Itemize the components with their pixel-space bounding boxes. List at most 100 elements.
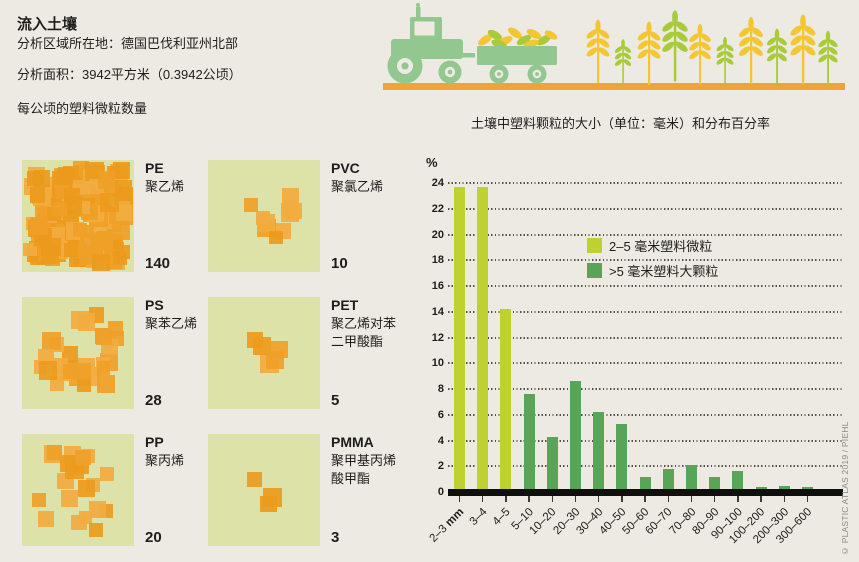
plastic-particle-square: [89, 500, 107, 518]
plastic-particle-square: [63, 363, 80, 380]
polymer-name: 聚丙烯: [145, 452, 185, 468]
gridline: [448, 285, 843, 287]
plastic-particle-square: [37, 511, 54, 528]
plastic-particle-square: [75, 449, 91, 466]
plastic-particle-square: [37, 348, 54, 366]
bar-5–10: [523, 394, 535, 489]
x-tick-mark: [644, 496, 646, 502]
polymer-count: 140: [145, 255, 171, 272]
y-tick-label: 0: [437, 486, 444, 498]
plastic-particle-square: [78, 247, 97, 265]
legend-item-macroplastics: >5 毫米塑料大颗粒: [587, 261, 718, 280]
bar-300–600: [802, 487, 813, 489]
source-credit: © PLASTIC ATLAS 2019 / PIEHL: [840, 421, 850, 556]
plastic-particle-square: [63, 196, 82, 215]
x-tick-mark: [760, 496, 762, 502]
plastic-particle-square: [59, 455, 77, 473]
plastic-particle-square: [64, 242, 79, 257]
bar-4–5: [500, 309, 512, 489]
plastic-particle-square: [108, 320, 124, 336]
bar-40–50: [616, 423, 628, 489]
x-tick-mark: [690, 496, 693, 502]
y-tick-label: 16: [431, 280, 444, 292]
x-tick-label: 4–5: [490, 506, 513, 529]
polymer-abbr: PMMA: [331, 434, 374, 450]
polymer-item-pet: PET 聚乙烯对苯二甲酸酯 5: [208, 297, 424, 434]
plastic-particle-square: [34, 206, 49, 221]
plastic-particle-square: [71, 514, 87, 530]
x-tick-mark: [551, 496, 554, 502]
polymer-item-pmma: PMMA 聚甲基丙烯酸甲酯 3: [208, 434, 424, 562]
plastic-particle-square: [73, 223, 87, 237]
polymer-item-ps: PS 聚苯乙烯 28: [22, 297, 208, 434]
x-tick-mark: [621, 496, 623, 502]
tractor-icon: [387, 3, 475, 84]
y-tick-label: 6: [437, 408, 444, 421]
y-tick-label: 8: [437, 383, 444, 395]
legend-swatch-macroplastics: [587, 263, 602, 278]
analysis-location-line: 分析区域所在地：德国巴伐利亚州北部: [17, 36, 239, 51]
bar-10–20: [546, 436, 558, 489]
polymer-count: 3: [331, 529, 340, 546]
y-tick-label: 14: [431, 305, 444, 318]
polymer-name: 聚氯乙烯: [331, 178, 384, 194]
gridline: [448, 388, 843, 390]
chart-title: 土壤中塑料颗粒的大小（单位：毫米）和分布百分率: [470, 116, 770, 131]
ground-line: [383, 83, 845, 90]
x-tick-label: 2–3 mm: [427, 506, 466, 545]
plastic-particle-square: [97, 374, 116, 393]
bar-30–40: [593, 412, 605, 489]
plastic-particle-square: [284, 202, 302, 220]
harvest-trailer-icon: [477, 27, 558, 84]
gridline: [448, 233, 843, 236]
y-tick-label: 12: [431, 331, 444, 344]
y-tick-label: 18: [431, 254, 444, 267]
x-tick-mark: [505, 496, 507, 502]
gridline: [448, 465, 843, 468]
bar-200–300: [778, 485, 790, 489]
bar-20–30: [570, 381, 581, 489]
polymer-abbr: PVC: [331, 160, 360, 176]
x-axis-line: [448, 489, 843, 496]
page-title: 流入土壤: [17, 16, 78, 33]
x-tick-mark: [597, 496, 600, 502]
x-tick-mark: [806, 496, 809, 502]
particle-density-tile-pvc: [208, 160, 320, 272]
plastic-particle-square: [246, 471, 262, 487]
gridline: [448, 439, 843, 442]
gridline: [448, 259, 843, 262]
polymer-count: 20: [145, 529, 162, 546]
polymer-item-pe: PE 聚乙烯 140: [22, 160, 208, 297]
y-tick-label: 2: [437, 460, 444, 473]
plastic-particle-square: [89, 523, 103, 537]
legend-label-macroplastics: >5 毫米塑料大颗粒: [609, 264, 719, 279]
x-tick-mark: [737, 496, 739, 502]
y-tick-label: 10: [431, 357, 444, 370]
plastic-particle-square: [112, 251, 127, 266]
plastic-particle-square: [31, 492, 47, 507]
polymer-name: 聚苯乙烯: [145, 315, 198, 331]
particle-density-tile-pe: [22, 160, 134, 272]
legend-swatch-microplastics: [587, 238, 602, 253]
polymer-item-pvc: PVC 聚氯乙烯 10: [208, 160, 424, 297]
plastic-particle-square: [30, 217, 48, 235]
gridline: [448, 336, 843, 339]
y-axis-unit-label: %: [426, 155, 438, 170]
y-tick-label: 4: [437, 434, 444, 447]
polymer-name: 聚乙烯: [145, 178, 185, 194]
plastic-particle-square: [77, 377, 92, 393]
x-tick-mark: [458, 496, 461, 502]
gridline: [448, 413, 843, 416]
plastic-particle-square: [61, 490, 78, 507]
particle-density-tile-ps: [22, 297, 134, 409]
plastic-particle-square: [115, 180, 133, 198]
polymer-abbr: PE: [145, 160, 164, 176]
plastic-particle-square: [42, 332, 61, 351]
plastic-particle-square: [116, 205, 133, 222]
plastic-particle-square: [100, 193, 119, 213]
x-tick-mark: [783, 496, 786, 502]
particle-density-tile-pet: [208, 297, 320, 409]
y-tick-label: 24: [431, 177, 444, 189]
